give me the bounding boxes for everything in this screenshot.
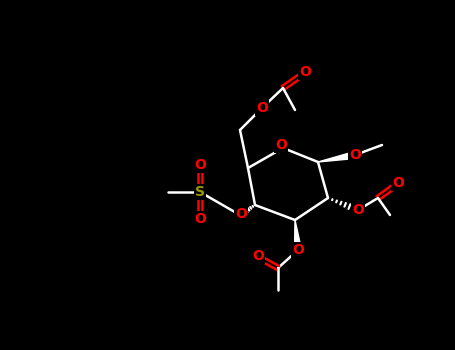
Text: O: O [292, 243, 304, 257]
Text: O: O [194, 212, 206, 226]
Text: O: O [275, 138, 287, 152]
Text: O: O [392, 176, 404, 190]
Polygon shape [294, 220, 302, 250]
Text: S: S [195, 185, 205, 199]
Text: O: O [235, 207, 247, 221]
Text: O: O [256, 101, 268, 115]
Polygon shape [318, 152, 356, 162]
Text: O: O [299, 65, 311, 79]
Text: O: O [349, 148, 361, 162]
Text: O: O [352, 203, 364, 217]
Text: O: O [252, 249, 264, 263]
Text: O: O [194, 158, 206, 172]
